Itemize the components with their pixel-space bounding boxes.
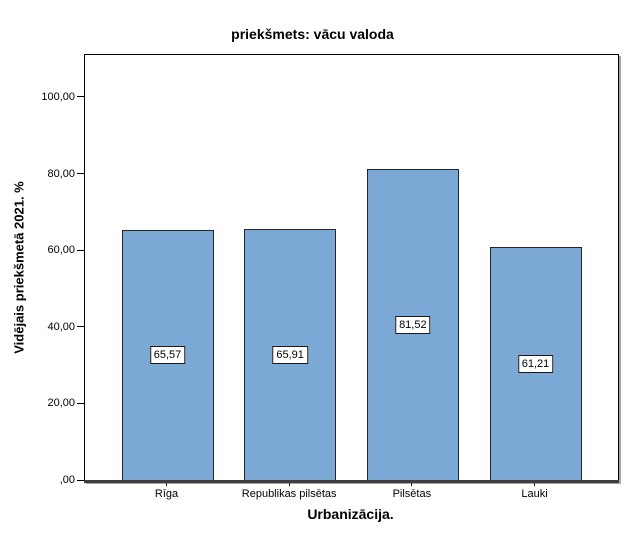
y-tick-label: 60,00 — [47, 244, 75, 257]
y-tick — [77, 249, 84, 251]
y-tick — [77, 326, 84, 328]
x-axis-line — [84, 480, 619, 483]
bar-value-label: 65,91 — [272, 345, 308, 364]
y-tick-label: 80,00 — [47, 167, 75, 180]
x-tick — [534, 481, 535, 486]
bar-value-label: 81,52 — [395, 315, 431, 334]
x-tick — [166, 481, 167, 486]
bar-value-label: 61,21 — [517, 354, 554, 373]
y-tick — [77, 402, 84, 404]
y-tick-label: ,00 — [59, 474, 75, 486]
x-category-label: Republikas pilsētas — [241, 488, 337, 500]
x-category-label: Rīga — [154, 488, 179, 500]
x-category-label: Pilsētas — [392, 488, 432, 500]
x-axis-title: Urbanizācija. — [307, 506, 394, 522]
x-tick — [411, 481, 413, 486]
y-axis-title: Vidējais priekšmetā 2021. % — [11, 181, 27, 354]
y-tick-label: 40,00 — [47, 320, 75, 333]
y-tick-label: 20,00 — [47, 397, 75, 410]
bar-value-label: 65,57 — [149, 346, 186, 365]
y-tick-label: 100,00 — [41, 90, 75, 103]
chart-title: priekšmets: vācu valoda — [231, 26, 394, 42]
y-tick — [77, 479, 84, 481]
x-category-label: Lauki — [521, 488, 548, 500]
x-tick — [288, 481, 290, 486]
y-tick — [77, 173, 84, 175]
plot-area: 65,57 65,91 81,52 61,21 — [84, 54, 619, 483]
y-tick — [77, 96, 84, 98]
